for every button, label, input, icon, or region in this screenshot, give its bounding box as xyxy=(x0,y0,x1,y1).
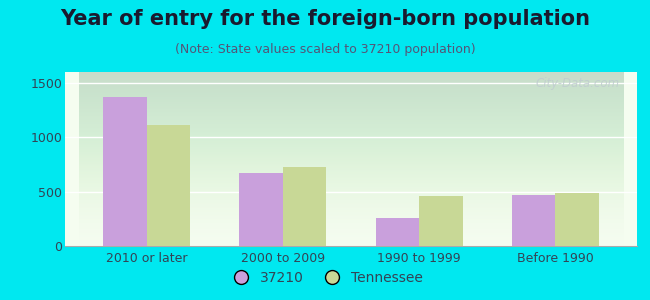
Bar xyxy=(147,125,190,246)
Legend: 37210, Tennessee: 37210, Tennessee xyxy=(221,265,429,290)
Text: City-Data.com: City-Data.com xyxy=(536,77,620,90)
Bar xyxy=(376,218,419,246)
Bar xyxy=(283,167,326,246)
Bar xyxy=(419,196,463,246)
Text: Year of entry for the foreign-born population: Year of entry for the foreign-born popul… xyxy=(60,9,590,29)
Bar xyxy=(239,173,283,246)
Bar xyxy=(103,97,147,246)
Bar xyxy=(555,193,599,246)
Bar xyxy=(512,195,555,246)
Text: (Note: State values scaled to 37210 population): (Note: State values scaled to 37210 popu… xyxy=(175,44,475,56)
